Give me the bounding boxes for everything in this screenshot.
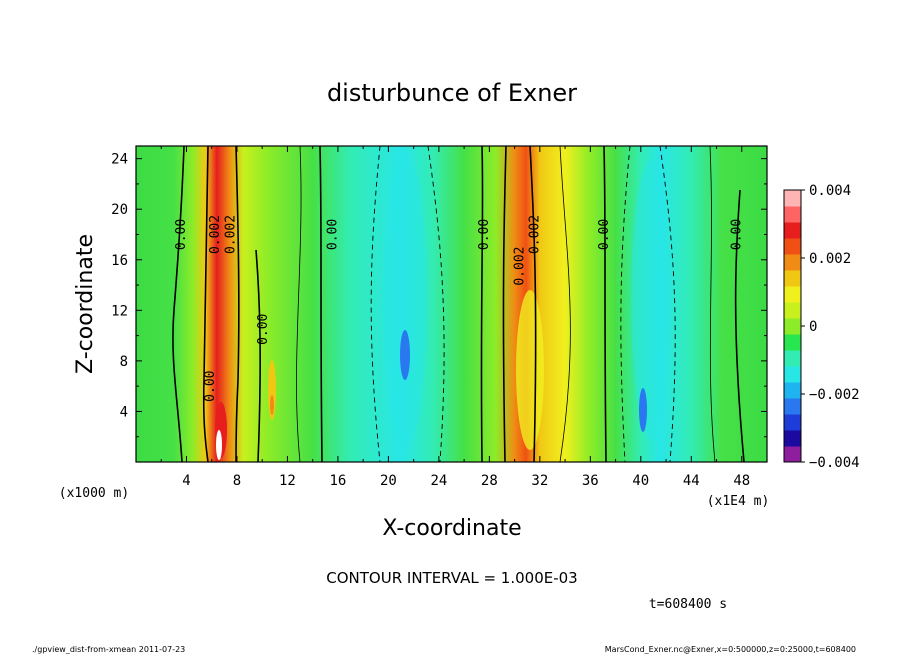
colorbar-swatch (784, 446, 801, 463)
colorbar-label: 0 (809, 319, 817, 335)
colorbar-swatch (784, 302, 801, 319)
colorbar-swatch (784, 414, 801, 431)
plot-frame (135, 145, 768, 463)
time-stamp: t=608400 s (649, 597, 727, 612)
colorbar-swatch (784, 270, 801, 287)
y-axis-label: Z-coordinate (73, 234, 98, 374)
x-unit-label: (x1000 m) (59, 486, 129, 501)
contour-label: 0.00 (729, 219, 744, 250)
x-tick-label: 8 (233, 473, 241, 489)
x-tick-label: 24 (430, 473, 447, 489)
contour-label: 0.00 (174, 219, 189, 250)
colorbar-label: −0.004 (809, 455, 860, 471)
colorbar-swatch (784, 238, 801, 255)
x-tick-label: 36 (582, 473, 599, 489)
x-axis-label: X-coordinate (382, 516, 521, 541)
colorbar-label: −0.002 (809, 387, 860, 403)
colorbar-label: 0.004 (809, 183, 851, 199)
y-tick-label: 4 (120, 404, 128, 420)
y-tick-label: 16 (111, 253, 128, 269)
x-tick-label: 28 (481, 473, 498, 489)
colorbar-swatch (784, 382, 801, 399)
x-tick-label: 48 (733, 473, 750, 489)
contour-field (136, 146, 767, 462)
contour-interval: CONTOUR INTERVAL = 1.000E-03 (326, 569, 577, 587)
colorbar: 0.004 0.002 0 −0.002 −0.004 (783, 183, 860, 471)
contour-label: 0.00 (326, 219, 341, 250)
contour-label: 0.00 (597, 219, 612, 250)
x-tick-label: 12 (279, 473, 296, 489)
contour-label: 0.002 (223, 215, 238, 254)
colorbar-swatch (784, 254, 801, 271)
colorbar-swatch (784, 334, 801, 351)
colorbar-swatch (784, 206, 801, 223)
contour-label: 0.00 (477, 219, 492, 250)
x-tick-label: 20 (380, 473, 397, 489)
contour-label: 0.002 (528, 215, 543, 254)
x-scale-label: (x1E4 m) (707, 494, 770, 509)
colorbar-swatch (784, 318, 801, 335)
colorbar-swatch (784, 398, 801, 415)
colorbar-swatch (784, 190, 801, 207)
footer-left: ./gpview_dist-from-xmean 2011-07-23 (32, 645, 185, 654)
chart-title: disturbunce of Exner (327, 79, 577, 107)
y-tick-label: 20 (111, 202, 128, 218)
x-axis: 4 8 12 16 20 24 28 32 36 40 44 48 (160, 146, 750, 489)
y-tick-label: 8 (120, 354, 128, 370)
x-tick-label: 16 (329, 473, 346, 489)
colorbar-label: 0.002 (809, 251, 851, 267)
contour-label: 0.00 (256, 314, 271, 345)
colorbar-swatch (784, 350, 801, 367)
footer-right: MarsCond_Exner.nc@Exner,x=0:500000,z=0:2… (605, 645, 856, 654)
x-tick-label: 32 (531, 473, 548, 489)
x-tick-label: 4 (182, 473, 190, 489)
y-tick-label: 24 (111, 152, 128, 168)
x-tick-label: 40 (632, 473, 649, 489)
colorbar-swatch (784, 286, 801, 303)
contour-label: 0.00 (203, 371, 218, 402)
colorbar-swatch (784, 222, 801, 239)
y-tick-label: 12 (111, 303, 128, 319)
x-tick-label: 44 (683, 473, 700, 489)
contour-label: 0.002 (208, 215, 223, 254)
contour-label: 0.002 (512, 247, 527, 286)
colorbar-swatch (784, 430, 801, 447)
colorbar-swatch (784, 366, 801, 383)
y-axis: 4 8 12 16 20 24 (111, 152, 767, 438)
